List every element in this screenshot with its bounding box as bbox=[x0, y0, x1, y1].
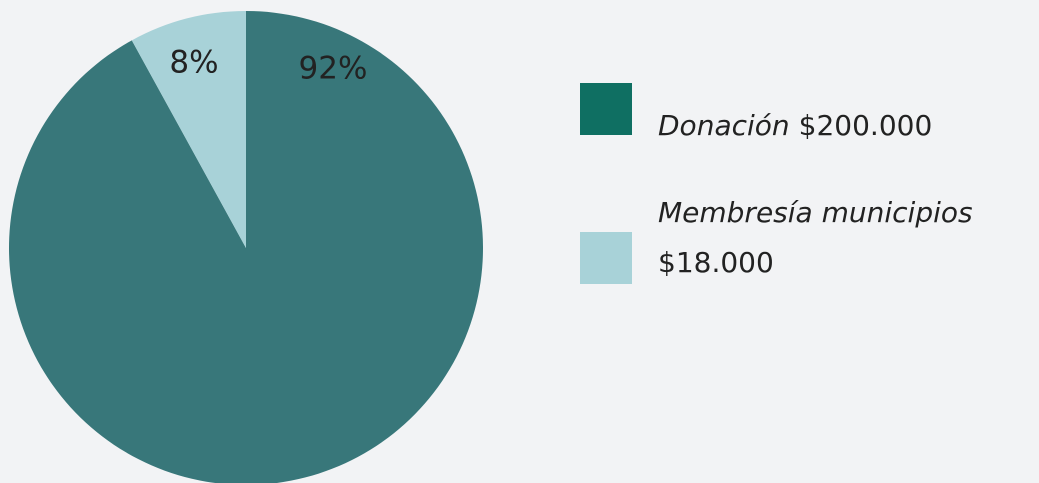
pie-slice bbox=[9, 11, 483, 483]
legend-swatch bbox=[580, 232, 632, 284]
data-label: 92% bbox=[299, 51, 368, 87]
legend-label: Donación bbox=[658, 109, 790, 142]
data-label: 8% bbox=[169, 45, 218, 81]
legend-amount: $200.000 bbox=[799, 109, 933, 142]
legend-swatch bbox=[580, 83, 632, 135]
pie-slice bbox=[131, 11, 246, 248]
legend-amount: $18.000 bbox=[658, 246, 774, 279]
legend-label: Membresía municipios bbox=[658, 196, 973, 229]
